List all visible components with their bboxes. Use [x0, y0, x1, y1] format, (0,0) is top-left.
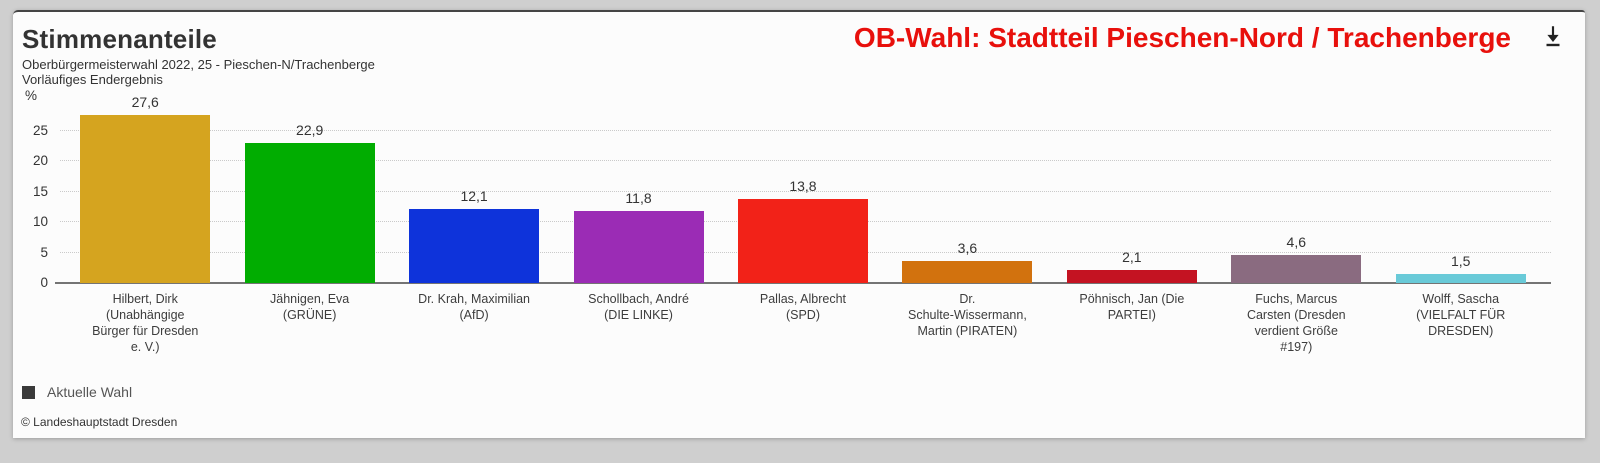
- bar[interactable]: [573, 211, 704, 283]
- bar-wrap: 1,5: [1395, 108, 1526, 283]
- bar-wrap: 4,6: [1231, 108, 1362, 283]
- bar-wrap: 27,6: [80, 94, 211, 283]
- bar-column: 27,6: [63, 94, 227, 283]
- x-axis-line: [55, 282, 1551, 284]
- bar-wrap: 2,1: [1066, 108, 1197, 283]
- bar-column: 11,8: [556, 108, 720, 283]
- bar-value-label: 4,6: [1286, 233, 1307, 250]
- bar-wrap: 22,9: [244, 108, 375, 283]
- gridline: [60, 190, 1551, 192]
- y-tick-label: 15: [32, 183, 48, 199]
- bar[interactable]: [1231, 254, 1362, 283]
- y-tick-label: 25: [32, 122, 48, 138]
- bar[interactable]: [244, 143, 375, 283]
- category-label: Schollbach, André (DIE LINKE): [588, 292, 689, 322]
- y-axis-unit-label: %: [25, 88, 38, 103]
- bar-column: 22,9: [227, 108, 391, 283]
- download-icon: [1540, 23, 1566, 54]
- y-axis: 0 5 10 15 20 25: [13, 108, 53, 291]
- category-label: Dr. Schulte-Wissermann, Martin (PIRATEN): [908, 292, 1027, 338]
- category-labels: Hilbert, Dirk (Unabhängige Bürger für Dr…: [63, 291, 1543, 355]
- bar[interactable]: [80, 114, 211, 283]
- bar[interactable]: [902, 261, 1033, 283]
- bar-value-label: 12,1: [460, 188, 488, 205]
- bar-value-label: 3,6: [957, 240, 978, 257]
- bar-value-label: 2,1: [1122, 249, 1142, 266]
- copyright-text: © Landeshauptstadt Dresden: [21, 415, 178, 429]
- bar-value-label: 27,6: [131, 93, 159, 110]
- category-label: Wolff, Sascha (VIELFALT FÜR DRESDEN): [1416, 292, 1506, 338]
- bar-wrap: 13,8: [737, 108, 868, 283]
- bar[interactable]: [1395, 273, 1526, 283]
- chart-title: Stimmenanteile: [22, 24, 217, 54]
- bar-value-label: 22,9: [296, 122, 324, 139]
- chart-subtitle-line2: Vorläufiges Endergebnis: [22, 71, 163, 87]
- bar-column: 13,8: [721, 108, 885, 283]
- bar[interactable]: [737, 198, 868, 283]
- bar-value-label: 1,5: [1450, 252, 1471, 269]
- bar-value-label: 11,8: [625, 190, 652, 207]
- header-left: Stimmenanteile Oberbürgermeisterwahl 202…: [22, 24, 375, 87]
- chart-subtitle: Oberbürgermeisterwahl 2022, 25 - Piesche…: [22, 57, 375, 87]
- y-tick-label: 0: [40, 275, 48, 290]
- context-title: OB-Wahl: Stadtteil Pieschen-Nord / Trach…: [853, 22, 1511, 53]
- bar-column: 4,6: [1214, 108, 1378, 283]
- download-button[interactable]: [1539, 23, 1567, 53]
- bar-wrap: 3,6: [902, 108, 1033, 283]
- header-right: OB-Wahl: Stadtteil Pieschen-Nord / Trach…: [854, 22, 1567, 54]
- bar-wrap: 12,1: [409, 108, 540, 283]
- category-label: Fuchs, Marcus Carsten (Dresden verdient …: [1246, 292, 1346, 354]
- bar-wrap: 11,8: [573, 108, 704, 283]
- chart-card: Stimmenanteile Oberbürgermeisterwahl 202…: [13, 10, 1585, 438]
- bar-column: 3,6: [885, 108, 1049, 283]
- legend-swatch: [22, 385, 35, 399]
- plot-area: 27,6 22,9 12,1 11,8 13,8 3,6 2,1 4,6 1,5: [55, 94, 1551, 284]
- category-label: Jähnigen, Eva (GRÜNE): [270, 292, 350, 322]
- category-label: Dr. Krah, Maximilian (AfD): [418, 292, 531, 322]
- y-tick-label: 10: [32, 214, 48, 229]
- y-tick-label: 5: [40, 244, 48, 260]
- bar-column: 1,5: [1379, 108, 1543, 283]
- bar-columns: 27,6 22,9 12,1 11,8 13,8 3,6 2,1 4,6 1,5: [63, 94, 1543, 283]
- bar-value-label: 13,8: [789, 177, 817, 194]
- legend-item[interactable]: Aktuelle Wahl: [22, 384, 132, 400]
- gridline: [60, 160, 1551, 161]
- legend-label: Aktuelle Wahl: [47, 384, 133, 400]
- category-label: Pallas, Albrecht (SPD): [759, 292, 847, 322]
- gridline: [60, 129, 1551, 131]
- category-label: Pöhnisch, Jan (Die PARTEI): [1079, 292, 1185, 322]
- bar-column: 12,1: [392, 108, 556, 283]
- category-label: Hilbert, Dirk (Unabhängige Bürger für Dr…: [92, 292, 199, 354]
- bar[interactable]: [1066, 270, 1197, 283]
- chart-subtitle-line1: Oberbürgermeisterwahl 2022, 25 - Piesche…: [22, 57, 375, 72]
- y-tick-label: 20: [32, 153, 48, 168]
- bar-column: 2,1: [1050, 108, 1214, 283]
- bar[interactable]: [409, 209, 540, 283]
